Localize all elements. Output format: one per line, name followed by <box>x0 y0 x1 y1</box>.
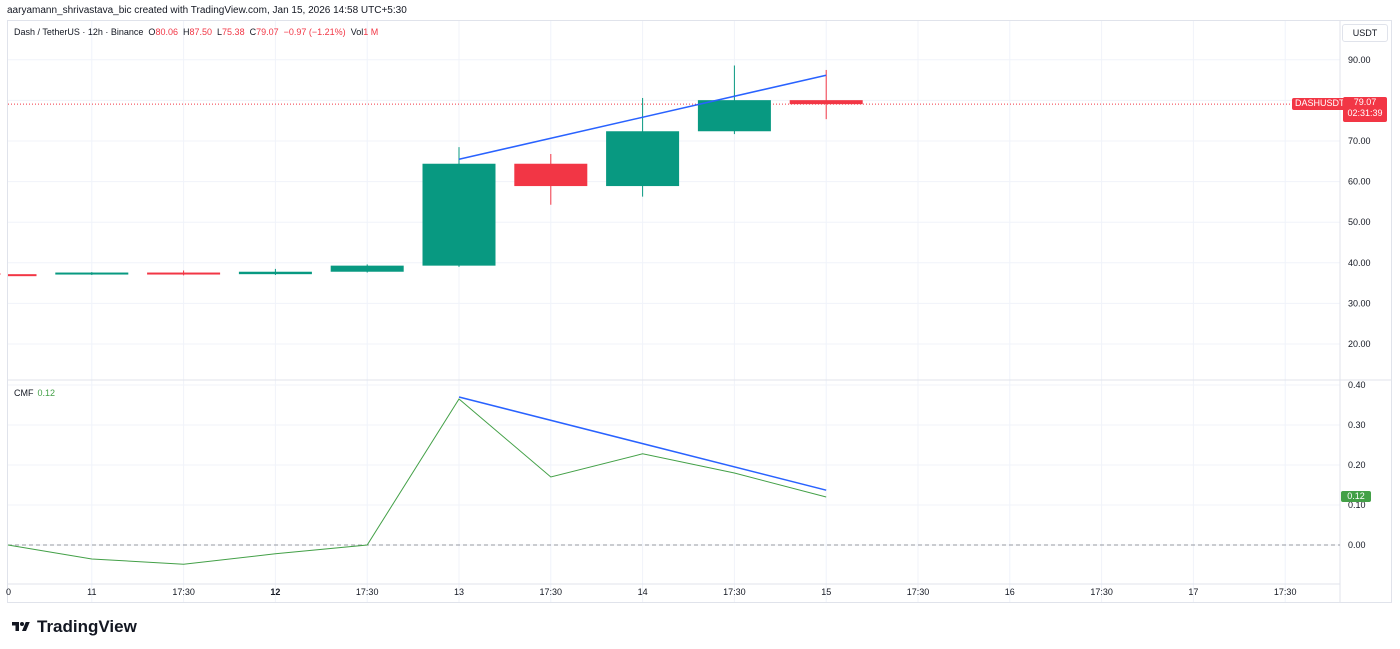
price-tick-label: 30.00 <box>1348 298 1371 308</box>
candle-body <box>422 163 496 266</box>
price-tick-label: 90.00 <box>1348 55 1371 65</box>
time-tick-label: 13 <box>454 587 464 597</box>
cmf-tick-label: 0.00 <box>1348 540 1366 550</box>
candle-body <box>606 131 680 187</box>
chart-credit: aaryamann_shrivastava_bic created with T… <box>7 5 407 16</box>
time-tick-label: 17:30 <box>1274 587 1297 597</box>
cmf-value: 0.12 <box>37 388 56 398</box>
bar-countdown: 02:31:39 <box>1347 108 1383 118</box>
candle-body <box>147 272 221 275</box>
symbol-price-tag: DASHUSDT <box>1292 98 1348 110</box>
time-tick-label: 17:30 <box>356 587 379 597</box>
time-tick-label: 16 <box>1005 587 1015 597</box>
candle-body <box>238 271 312 275</box>
open-value: 80.06 <box>155 27 178 37</box>
low-value: 75.38 <box>222 27 245 37</box>
price-tick-label: 60.00 <box>1348 177 1371 187</box>
symbol-label[interactable]: Dash / TetherUS · 12h · Binance <box>14 27 144 37</box>
cmf-value-tag: 0.12 <box>1341 491 1371 502</box>
candle-body <box>789 100 863 105</box>
price-tick-label: 40.00 <box>1348 258 1371 268</box>
candle-body <box>330 265 404 272</box>
time-tick-label: 17:30 <box>540 587 563 597</box>
high-label: H <box>182 27 190 37</box>
time-tick-label: 17 <box>1188 587 1198 597</box>
time-tick-label: 11 <box>87 587 96 597</box>
candle-body <box>514 163 588 187</box>
high-value: 87.50 <box>189 27 213 37</box>
time-tick-label: 0 <box>6 587 11 597</box>
candle-body <box>697 100 771 132</box>
chart-frame <box>7 20 1392 603</box>
last-price-tag: 79.07 02:31:39 <box>1343 97 1387 122</box>
change-value: −0.97 (−1.21%) <box>283 27 346 37</box>
price-pane <box>0 65 1292 277</box>
cmf-pane <box>7 396 1340 565</box>
time-tick-label: 15 <box>821 587 831 597</box>
candle-body <box>8 274 37 277</box>
close-value: 79.07 <box>256 27 279 37</box>
cmf-tick-label: 0.10 <box>1348 500 1366 510</box>
time-tick-label: 14 <box>638 587 648 597</box>
volume-value: 1 M <box>363 27 379 37</box>
currency-button[interactable]: USDT <box>1342 24 1388 42</box>
cmf-tick-label: 0.40 <box>1348 380 1366 390</box>
cmf-tick-label: 0.20 <box>1348 460 1366 470</box>
time-tick-label: 17:30 <box>907 587 930 597</box>
last-price-value: 79.07 <box>1353 97 1377 107</box>
axes: 20.00 30.00 40.00 50.00 60.00 70.00 90.00 0.00 0… <box>6 55 1371 597</box>
cmf-tick-label: 0.30 <box>1348 420 1366 430</box>
ohlc-legend: Dash / TetherUS · 12h · Binance O80.06 H… <box>14 27 378 37</box>
cmf-trendline <box>458 396 827 491</box>
tradingview-logo-icon <box>12 622 30 631</box>
time-tick-label: 17:30 <box>172 587 195 597</box>
price-tick-label: 70.00 <box>1348 136 1371 146</box>
time-tick-label: 17:30 <box>1090 587 1113 597</box>
open-label: O <box>148 27 156 37</box>
cmf-legend: CMF 0.12 <box>14 388 55 398</box>
price-trendline <box>458 74 827 161</box>
cmf-name[interactable]: CMF <box>14 388 34 398</box>
logo-text: TradingView <box>37 617 137 636</box>
price-tick-label: 50.00 <box>1348 217 1371 227</box>
close-label: C <box>249 27 257 37</box>
time-tick-label: 17:30 <box>723 587 746 597</box>
time-tick-label: 12 <box>270 587 280 597</box>
volume-label: Vol <box>350 27 364 37</box>
low-label: L <box>217 27 223 37</box>
price-tick-label: 20.00 <box>1348 339 1371 349</box>
cmf-line <box>7 398 827 565</box>
candle-body <box>55 272 129 275</box>
tradingview-logo[interactable]: TradingView <box>9 617 137 637</box>
